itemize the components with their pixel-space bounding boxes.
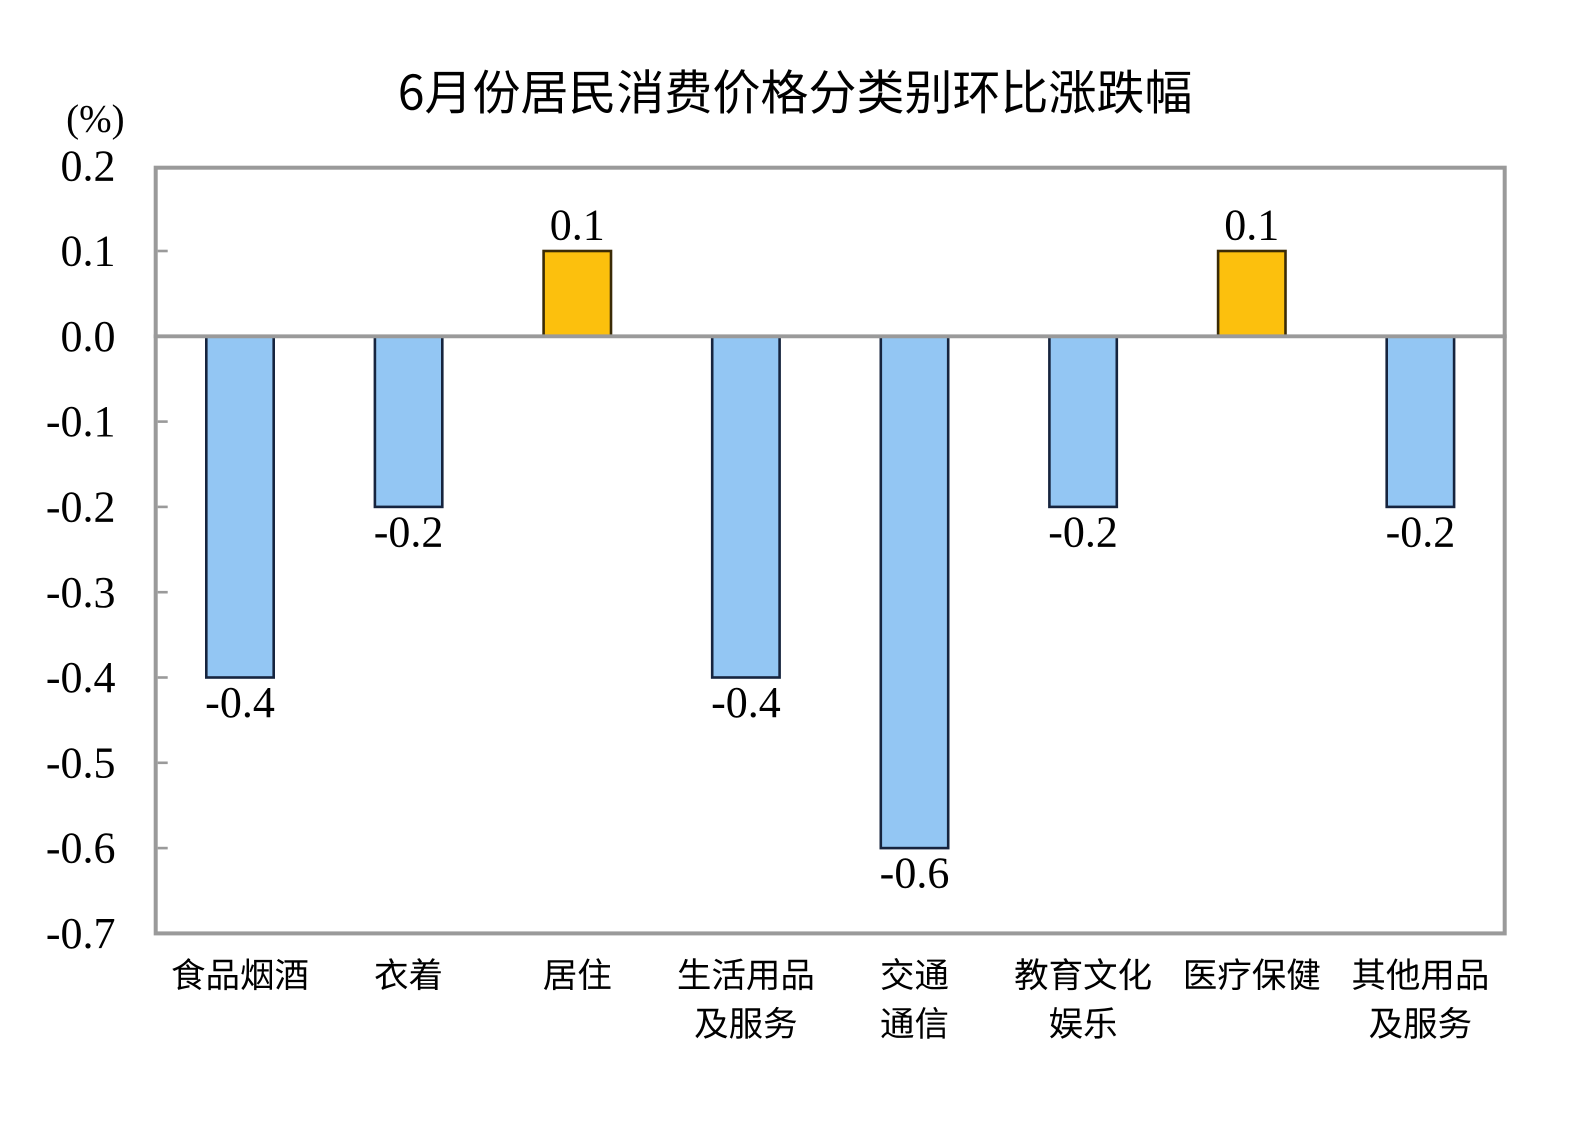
svg-text:-0.2: -0.2 <box>374 507 444 556</box>
svg-text:0.1: 0.1 <box>1224 201 1279 250</box>
svg-text:0.1: 0.1 <box>550 201 605 250</box>
svg-text:-0.6: -0.6 <box>46 824 116 873</box>
svg-text:-0.4: -0.4 <box>46 653 116 702</box>
svg-text:-0.7: -0.7 <box>46 909 116 958</box>
svg-text:-0.2: -0.2 <box>1048 507 1118 556</box>
svg-text:0.0: 0.0 <box>61 312 116 361</box>
svg-text:-0.3: -0.3 <box>46 568 116 617</box>
svg-text:-0.2: -0.2 <box>1386 507 1456 556</box>
svg-text:-0.6: -0.6 <box>880 849 950 898</box>
svg-text:-0.5: -0.5 <box>46 738 116 787</box>
svg-text:0.2: 0.2 <box>61 141 116 190</box>
svg-text:-0.4: -0.4 <box>711 678 781 727</box>
svg-text:-0.2: -0.2 <box>46 483 116 532</box>
svg-text:-0.1: -0.1 <box>46 397 116 446</box>
svg-text:-0.4: -0.4 <box>205 678 275 727</box>
svg-text:0.1: 0.1 <box>61 227 116 276</box>
svg-text:(%): (%) <box>66 98 124 141</box>
